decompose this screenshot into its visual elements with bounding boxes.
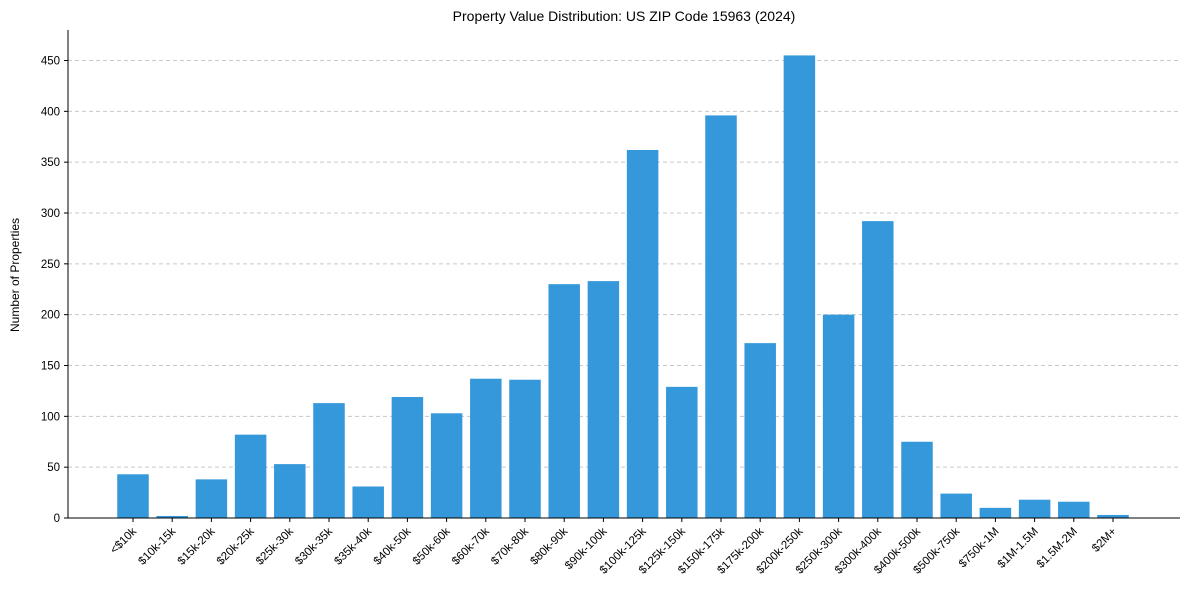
y-tick-label: 0 xyxy=(54,513,60,525)
bar xyxy=(470,378,502,518)
y-ticks: 0 50 100 150 200 250 300 350 400 450 xyxy=(41,56,68,525)
x-tick-label: $40k-50k xyxy=(372,525,414,567)
y-tick-label: 100 xyxy=(41,411,60,423)
x-tick-label: $2M+ xyxy=(1090,525,1119,554)
bar xyxy=(666,386,698,518)
bar xyxy=(234,434,267,518)
y-tick-label: 300 xyxy=(41,208,60,220)
chart-title: Property Value Distribution: US ZIP Code… xyxy=(453,8,796,24)
x-tick-label: $70k-80k xyxy=(489,525,531,567)
bar xyxy=(156,515,188,518)
y-tick-label: 350 xyxy=(41,157,60,169)
y-axis-label: Number of Properties xyxy=(8,218,22,332)
x-tick-label: $20k-25k xyxy=(215,525,257,567)
x-tick-label: <$10k xyxy=(108,525,139,556)
x-tick-label: $30k-35k xyxy=(293,525,335,567)
grid-lines xyxy=(68,60,1180,468)
bar xyxy=(940,493,972,518)
bar xyxy=(626,149,659,518)
bar xyxy=(901,441,933,518)
bar xyxy=(587,281,620,518)
y-tick-label: 400 xyxy=(41,106,60,118)
bar xyxy=(430,413,463,518)
bar xyxy=(274,464,306,518)
y-tick-label: 150 xyxy=(41,361,60,373)
x-tick-label: $50k-60k xyxy=(411,525,453,567)
x-tick-label: $25k-30k xyxy=(254,525,296,567)
bar xyxy=(705,115,737,519)
x-tick-label: $1M-1.5M xyxy=(996,526,1041,571)
bar xyxy=(117,474,149,518)
y-tick-label: 50 xyxy=(47,462,60,474)
bar xyxy=(1097,514,1129,518)
y-tick-label: 200 xyxy=(41,310,60,322)
y-tick-label: 450 xyxy=(41,56,60,68)
bar xyxy=(979,507,1012,518)
bar xyxy=(391,397,424,518)
x-tick-label: $15k-20k xyxy=(176,525,218,567)
bar xyxy=(509,379,541,518)
bar xyxy=(862,221,894,518)
bar xyxy=(195,479,228,518)
bar xyxy=(352,486,384,518)
x-tick-label: $35k-40k xyxy=(332,525,374,567)
bar xyxy=(822,314,855,518)
x-tick-label: $60k-70k xyxy=(450,525,492,567)
bars xyxy=(117,55,1129,519)
bar xyxy=(1058,501,1090,518)
y-tick-label: 250 xyxy=(41,259,60,271)
bar xyxy=(548,284,580,518)
bar xyxy=(744,343,776,518)
x-tick-label: $750k-1M xyxy=(957,526,1002,571)
x-tick-label: $1.5M-2M xyxy=(1035,526,1080,571)
x-tick-label: $10k-15k xyxy=(136,525,178,567)
bar xyxy=(783,55,816,519)
bar xyxy=(313,403,345,518)
bar xyxy=(1018,499,1051,518)
x-ticks: <$10k$10k-15k$15k-20k$20k-25k$25k-30k$30… xyxy=(108,518,1119,577)
